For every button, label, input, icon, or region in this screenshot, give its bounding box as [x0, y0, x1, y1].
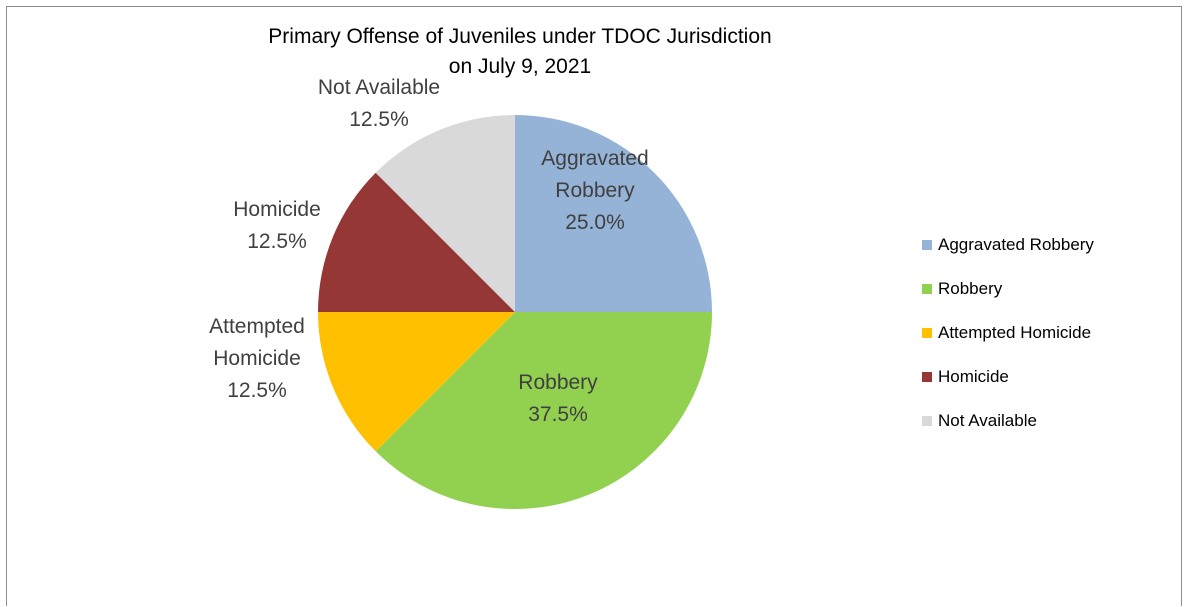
data-label-category: Robbery	[518, 371, 598, 394]
data-label-category: Homicide	[233, 198, 321, 221]
data-label-attempted-homicide: Attempted Homicide 12.5%	[209, 315, 305, 402]
legend-item-not-available: Not Available	[922, 410, 1094, 432]
data-label-category: Attempted	[209, 315, 305, 338]
legend-label: Robbery	[938, 279, 1003, 298]
data-label-homicide: Homicide 12.5%	[233, 198, 321, 253]
legend-label: Not Available	[938, 411, 1037, 430]
data-label-value: 12.5%	[349, 108, 409, 131]
data-label-value: 37.5%	[528, 403, 588, 426]
legend-swatch	[922, 328, 932, 338]
data-label-value: 12.5%	[247, 230, 307, 253]
chart-title-line-2: on July 9, 2021	[448, 55, 592, 78]
legend-label: Homicide	[938, 367, 1009, 386]
legend-swatch	[922, 372, 932, 382]
chart-legend: Aggravated Robbery Robbery Attempted Homic…	[922, 234, 1094, 454]
data-label-not-available: Not Available 12.5%	[318, 76, 440, 131]
chart-title: Primary Offense of Juveniles under TDOC …	[0, 22, 1040, 82]
chart-title-line-1: Primary Offense of Juveniles under TDOC …	[268, 25, 772, 48]
pie-slice-aggravated-robbery	[515, 115, 712, 312]
pie-slice-not-available	[375, 114, 515, 312]
data-label-category: Robbery	[555, 179, 635, 202]
legend-label: Aggravated Robbery	[938, 235, 1094, 254]
data-label-aggravated-robbery: Aggravated Robbery 25.0%	[541, 147, 648, 234]
pie-slices	[318, 114, 712, 509]
legend-item-homicide: Homicide	[922, 366, 1094, 388]
legend-swatch	[922, 240, 932, 250]
legend-item-attempted-homicide: Attempted Homicide	[922, 322, 1094, 344]
data-label-value: 25.0%	[565, 211, 625, 234]
data-label-category: Not Available	[318, 76, 440, 99]
data-label-robbery: Robbery 37.5%	[518, 371, 598, 426]
pie-slice-robbery	[375, 312, 712, 509]
pie-slice-homicide	[318, 172, 515, 312]
legend-label: Attempted Homicide	[938, 323, 1092, 342]
legend-swatch	[922, 284, 932, 294]
legend-swatch	[922, 416, 932, 426]
legend-item-aggravated-robbery: Aggravated Robbery	[922, 234, 1094, 256]
pie-slice-attempted-homicide	[318, 312, 515, 452]
data-label-category: Aggravated	[541, 147, 648, 170]
data-label-value: 12.5%	[227, 379, 287, 402]
legend-item-robbery: Robbery	[922, 278, 1094, 300]
data-label-category: Homicide	[213, 347, 301, 370]
pie-data-labels: Aggravated Robbery 25.0% Robbery 37.5% Attemp…	[209, 76, 649, 426]
